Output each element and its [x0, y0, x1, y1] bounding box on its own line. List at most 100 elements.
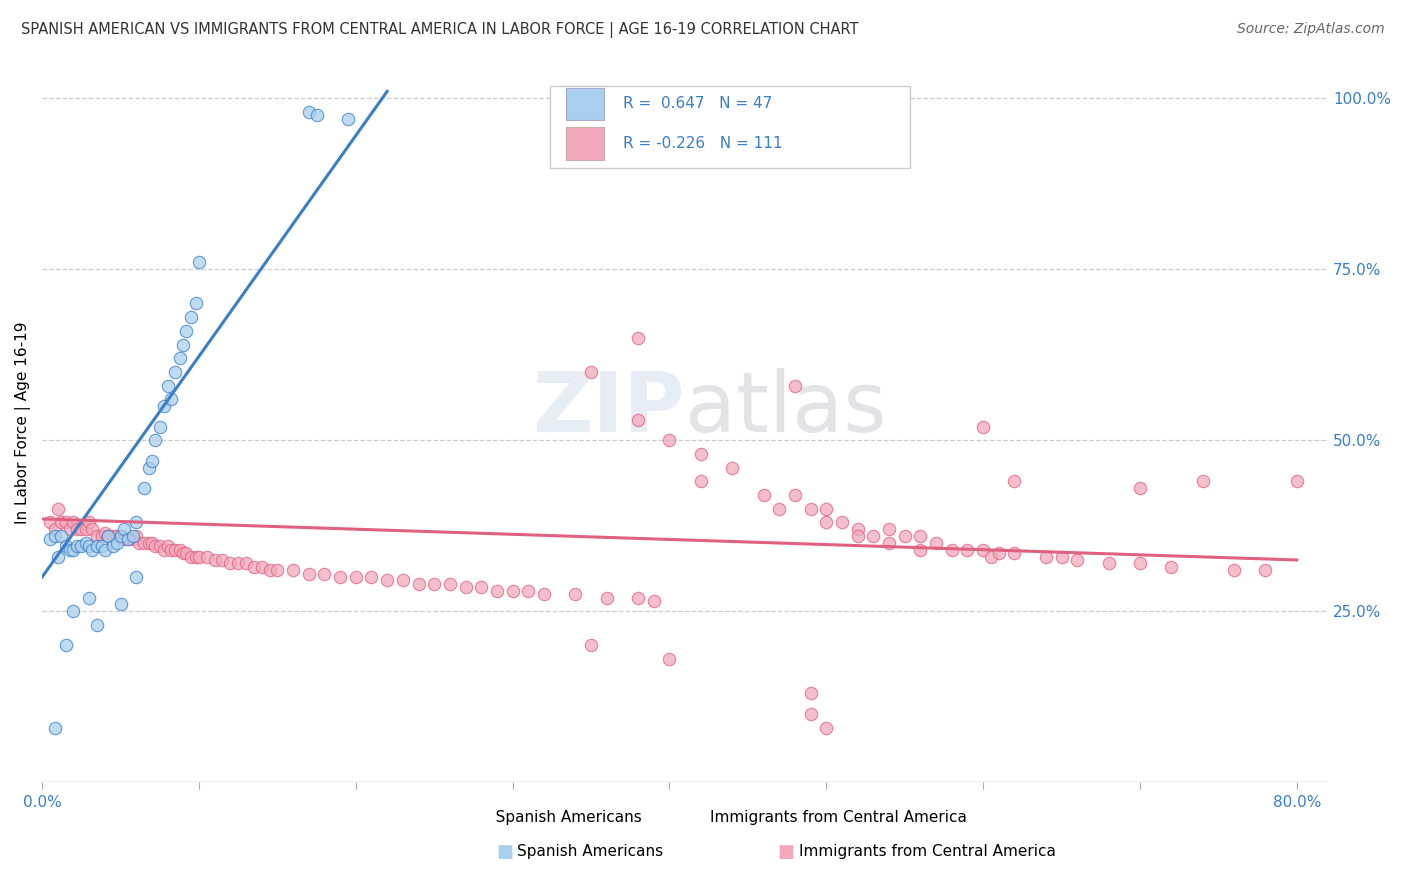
Point — [1160, 559, 1182, 574]
Point — [55, 539, 77, 553]
Text: ■: ■ — [496, 843, 513, 861]
Point — [97, 529, 120, 543]
Point — [596, 591, 619, 605]
Point — [165, 542, 187, 557]
Text: Spanish Americans: Spanish Americans — [517, 845, 664, 859]
Point — [627, 413, 650, 427]
Point — [517, 583, 540, 598]
Point — [75, 536, 97, 550]
Point — [941, 542, 963, 557]
Y-axis label: In Labor Force | Age 16-19: In Labor Force | Age 16-19 — [15, 322, 31, 524]
Point — [97, 529, 120, 543]
Point — [862, 529, 884, 543]
Point — [266, 563, 288, 577]
Point — [39, 533, 62, 547]
Point — [454, 580, 477, 594]
Point — [125, 516, 148, 530]
Point — [149, 539, 172, 553]
Point — [259, 563, 281, 577]
Point — [62, 604, 84, 618]
Point — [533, 587, 555, 601]
Point — [105, 529, 128, 543]
Point — [65, 522, 87, 536]
Point — [281, 563, 304, 577]
Point — [165, 365, 187, 379]
Point — [956, 542, 979, 557]
Point — [243, 559, 266, 574]
FancyBboxPatch shape — [550, 86, 910, 169]
Point — [658, 434, 681, 448]
Point — [329, 570, 352, 584]
Point — [1097, 557, 1119, 571]
FancyBboxPatch shape — [565, 87, 605, 120]
Point — [1066, 553, 1088, 567]
Point — [70, 522, 93, 536]
Point — [125, 570, 148, 584]
Point — [122, 529, 145, 543]
Point — [305, 108, 328, 122]
Point — [314, 566, 336, 581]
Text: Immigrants from Central America: Immigrants from Central America — [799, 845, 1056, 859]
Point — [627, 591, 650, 605]
Point — [408, 577, 430, 591]
Point — [112, 533, 135, 547]
Point — [141, 454, 163, 468]
Point — [55, 516, 77, 530]
Text: ■: ■ — [778, 843, 794, 861]
Point — [44, 529, 66, 543]
Point — [132, 481, 155, 495]
Text: atlas: atlas — [685, 368, 887, 450]
Point — [184, 549, 207, 564]
Point — [132, 536, 155, 550]
Point — [176, 546, 198, 560]
Point — [211, 553, 233, 567]
Text: R = -0.226   N = 111: R = -0.226 N = 111 — [623, 136, 783, 151]
Point — [156, 539, 179, 553]
Point — [1050, 549, 1073, 564]
Point — [39, 516, 62, 530]
Point — [643, 594, 665, 608]
Point — [153, 399, 176, 413]
Point — [143, 539, 166, 553]
Point — [752, 488, 775, 502]
Point — [46, 501, 69, 516]
Point — [987, 546, 1010, 560]
Point — [768, 501, 790, 516]
Point — [980, 549, 1002, 564]
Point — [423, 577, 446, 591]
Point — [138, 460, 160, 475]
Point — [169, 542, 191, 557]
Point — [1035, 549, 1057, 564]
Point — [117, 533, 139, 547]
Point — [187, 255, 209, 269]
Point — [658, 652, 681, 666]
Point — [77, 516, 100, 530]
Point — [125, 529, 148, 543]
Point — [59, 522, 82, 536]
Point — [250, 559, 273, 574]
Point — [1129, 557, 1152, 571]
Point — [846, 522, 869, 536]
Point — [1254, 563, 1277, 577]
Point — [893, 529, 915, 543]
Point — [627, 331, 650, 345]
Point — [94, 542, 117, 557]
Point — [122, 533, 145, 547]
Point — [846, 529, 869, 543]
Point — [439, 577, 461, 591]
Point — [721, 460, 744, 475]
Point — [149, 419, 172, 434]
Point — [470, 580, 492, 594]
Point — [1285, 475, 1308, 489]
Point — [184, 296, 207, 310]
Point — [180, 310, 202, 325]
Point — [159, 392, 181, 407]
Point — [65, 539, 87, 553]
Point — [112, 522, 135, 536]
Point — [689, 447, 711, 461]
Point — [800, 706, 823, 721]
Point — [44, 522, 66, 536]
Point — [128, 536, 150, 550]
Point — [141, 536, 163, 550]
Point — [110, 598, 132, 612]
